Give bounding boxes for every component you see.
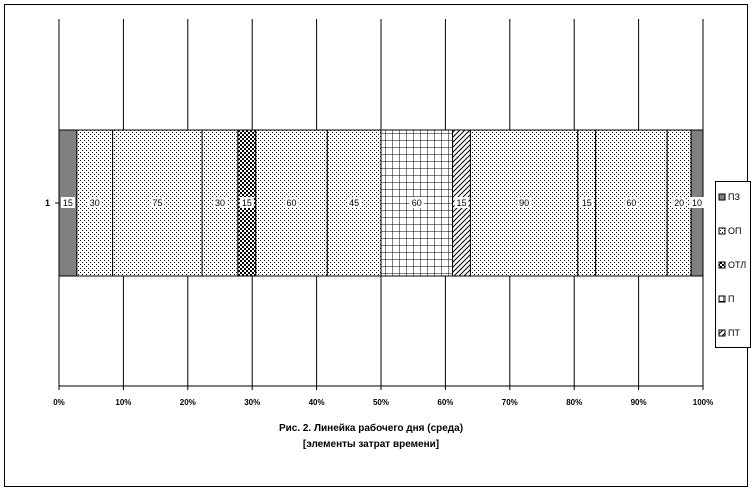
data-label-bg <box>87 197 102 208</box>
legend: ПЗ ОП ОТЛ П ПТ <box>715 181 751 348</box>
data-label: 15 <box>582 198 592 208</box>
data-label-bg <box>672 197 687 208</box>
data-label: 60 <box>626 198 636 208</box>
legend-label: ПТ <box>728 328 740 338</box>
data-label-bg <box>517 197 532 208</box>
data-label: 15 <box>63 198 73 208</box>
data-label-bg <box>239 197 254 208</box>
chart-title: Рис. 2. Линейка рабочего дня (среда) <box>279 422 463 434</box>
x-tick-label: 40% <box>309 398 325 407</box>
data-label: 10 <box>692 198 702 208</box>
legend-swatch <box>718 261 726 269</box>
legend-swatch <box>718 329 726 337</box>
data-label-bg <box>579 197 594 208</box>
data-label: 30 <box>215 198 225 208</box>
data-label-bg <box>690 197 705 208</box>
legend-label: ПЗ <box>728 192 740 202</box>
chart-subtitle: [элементы затрат времени] <box>303 439 439 450</box>
data-label-bg <box>347 197 362 208</box>
x-tick-label: 0% <box>53 398 65 407</box>
x-tick-label: 60% <box>437 398 453 407</box>
data-label: 60 <box>287 198 297 208</box>
data-label-bg <box>150 197 165 208</box>
x-tick-label: 50% <box>373 398 389 407</box>
data-label-bg <box>284 197 299 208</box>
legend-label: ОТЛ <box>728 260 746 270</box>
data-label: 90 <box>519 198 529 208</box>
data-label-bg <box>624 197 639 208</box>
legend-label: П <box>728 294 734 304</box>
x-tick-label: 90% <box>631 398 647 407</box>
x-tick-label: 70% <box>502 398 518 407</box>
x-tick-label: 30% <box>244 398 260 407</box>
data-label: 45 <box>349 198 359 208</box>
x-tick-label: 10% <box>115 398 131 407</box>
data-label-bg <box>454 197 469 208</box>
legend-swatch <box>718 227 726 235</box>
data-label: 75 <box>152 198 162 208</box>
data-label: 15 <box>456 198 466 208</box>
data-label-bg <box>409 197 424 208</box>
data-label-bg <box>60 197 75 208</box>
legend-swatch <box>718 193 726 201</box>
data-label-bg <box>213 197 227 208</box>
legend-entries: ПЗ ОП ОТЛ П ПТ <box>718 192 746 338</box>
data-label: 20 <box>674 198 684 208</box>
x-tick-label: 80% <box>566 398 582 407</box>
data-label: 30 <box>90 198 100 208</box>
legend-swatch <box>718 295 726 303</box>
category-label: 1 <box>45 198 50 208</box>
data-label: 15 <box>242 198 252 208</box>
data-label: 60 <box>412 198 422 208</box>
x-tick-label: 100% <box>693 398 713 407</box>
x-tick-label: 20% <box>180 398 196 407</box>
legend-label: ОП <box>728 226 741 236</box>
